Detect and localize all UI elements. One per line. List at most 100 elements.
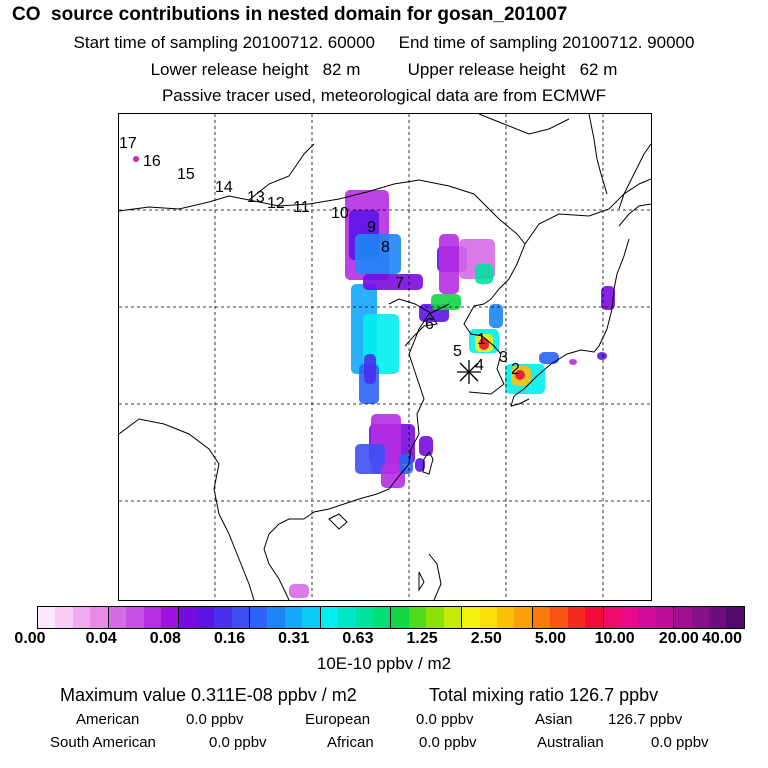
color-scale-cell	[391, 607, 409, 628]
color-scale-tick-label: 0.16	[213, 630, 246, 647]
color-scale-cell	[532, 607, 551, 628]
trajectory-marker-7: 7	[395, 275, 404, 292]
trajectory-marker-14: 14	[215, 179, 233, 196]
color-scale-tick-label: 0.31	[278, 630, 310, 647]
color-scale-tick-label: 0.08	[149, 630, 181, 647]
color-scale-cell	[709, 607, 727, 628]
african-label: African	[327, 734, 374, 751]
color-scale-cell	[514, 607, 533, 628]
color-scale-cell	[143, 607, 161, 628]
concentration-patch	[439, 234, 459, 294]
concentration-patch	[355, 234, 401, 274]
concentration-patch	[363, 274, 423, 290]
color-scale-tick-label: 20.00	[658, 630, 699, 647]
concentration-patch	[415, 458, 425, 472]
color-scale-cell	[408, 607, 427, 628]
release-height-line: Lower release height 82 m Upper release …	[150, 60, 618, 79]
color-scale-cell	[726, 607, 744, 628]
concentration-patch	[475, 264, 493, 284]
american-value: 0.0 ppbv	[186, 711, 244, 728]
color-scale-cell	[302, 607, 321, 628]
concentration-patch	[133, 156, 139, 162]
color-scale-cell	[426, 607, 444, 628]
south-american-label: South American	[50, 734, 156, 751]
trajectory-marker-10: 10	[331, 205, 349, 222]
color-scale-cell	[72, 607, 91, 628]
trajectory-marker-8: 8	[381, 239, 390, 256]
color-scale-tick-label: 0.63	[342, 630, 374, 647]
color-scale-cell	[638, 607, 656, 628]
color-scale-tick-label: 40.00	[701, 630, 743, 647]
trajectory-marker-9: 9	[367, 219, 376, 236]
concentration-field	[133, 156, 615, 598]
color-scale-cell	[179, 607, 197, 628]
asian-value: 126.7 ppbv	[608, 711, 683, 728]
color-scale-cell	[550, 607, 568, 628]
color-scale-cell	[603, 607, 621, 628]
maximum-value: Maximum value 0.311E-08 ppbv / m2	[60, 685, 357, 705]
concentration-patch	[539, 352, 559, 364]
color-scale-cell	[338, 607, 356, 628]
color-scale-cell	[462, 607, 480, 628]
trajectory-marker-3: 3	[499, 349, 508, 366]
trajectory-marker-1: 1	[477, 331, 486, 348]
color-scale-cell	[691, 607, 710, 628]
concentration-patch	[597, 352, 607, 360]
concentration-patch	[381, 464, 405, 488]
color-scale-cell	[585, 607, 604, 628]
color-scale-cell	[443, 607, 463, 628]
tracer-info-line: Passive tracer used, meteorological data…	[161, 86, 607, 105]
australian-value: 0.0 ppbv	[651, 734, 709, 751]
plot-title: CO source contributions in nested domain…	[12, 4, 568, 25]
color-scale-cell	[373, 607, 392, 628]
concentration-patch	[601, 286, 615, 310]
concentration-patch	[515, 370, 525, 380]
trajectory-marker-12: 12	[267, 195, 285, 212]
color-scale-cell	[55, 607, 73, 628]
color-scale-cell	[214, 607, 232, 628]
concentration-patch	[479, 338, 489, 350]
african-value: 0.0 ppbv	[419, 734, 477, 751]
european-label: European	[305, 711, 371, 728]
trajectory-marker-2: 2	[511, 361, 520, 378]
color-scale-cell	[620, 607, 639, 628]
color-scale-cell	[496, 607, 515, 628]
color-scale-tick-label: 0.00	[14, 630, 46, 647]
concentration-patch	[355, 444, 385, 474]
concentration-patch	[431, 294, 461, 310]
concentration-patch	[399, 454, 413, 474]
map-panel: 1 2 3 4 5 6 7 8 9 10 11 12 13 14 15 16 17	[118, 113, 652, 601]
color-scale-cell	[38, 607, 56, 628]
color-scale-tick-label: 2.50	[470, 630, 502, 647]
concentration-patch	[569, 359, 577, 365]
color-scale-tick-label: 1.25	[406, 630, 438, 647]
trajectory-marker-6: 6	[425, 316, 434, 333]
trajectory-marker-13: 13	[247, 189, 265, 206]
coastlines	[119, 114, 651, 600]
color-scale-cell	[160, 607, 180, 628]
trajectory-marker-5: 5	[453, 343, 462, 360]
color-scale-units: 10E-10 ppbv / m2	[316, 654, 452, 673]
color-scale-cell	[479, 607, 497, 628]
color-scale-ticks: 0.00 0.04 0.08 0.16 0.31 0.63 1.25 2.50 5.00 10.0…	[0, 630, 768, 652]
color-scale-cell	[231, 607, 251, 628]
trajectory-marker-17: 17	[119, 135, 137, 152]
color-scale-cell	[674, 607, 692, 628]
color-scale-cell	[108, 607, 127, 628]
trajectory-marker-11: 11	[293, 199, 310, 216]
color-scale-cell	[355, 607, 374, 628]
trajectory-marker-16: 16	[143, 153, 161, 170]
south-american-value: 0.0 ppbv	[209, 734, 267, 751]
australian-label: Australian	[537, 734, 604, 751]
color-scale-tick-label: 10.00	[594, 630, 635, 647]
trajectory-marker-4: 4	[475, 357, 484, 374]
receptor-star-icon	[457, 360, 481, 384]
concentration-patch	[364, 354, 376, 384]
lat-lon-grid	[119, 114, 651, 600]
concentration-patch	[489, 304, 503, 328]
color-scale-cell	[284, 607, 303, 628]
color-scale-cell	[655, 607, 675, 628]
color-scale-cell	[90, 607, 109, 628]
